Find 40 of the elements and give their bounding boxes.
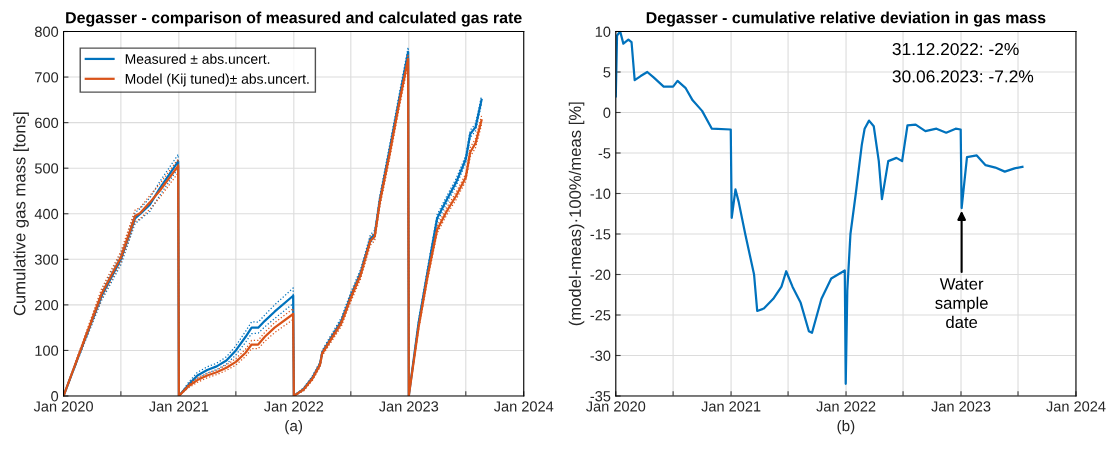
y-axis-title: Cumulative gas mass [tons]: [13, 112, 29, 316]
x-tick-label: Jan 2021: [149, 401, 209, 412]
y-tick-label: -5: [598, 148, 611, 159]
y-tick-label: 400: [34, 208, 59, 220]
legend-label: Model (Kij tuned)± abs.uncert.: [125, 73, 309, 87]
y-tick-label: 300: [34, 254, 59, 265]
annotation: 31.12.2022: -2%: [892, 42, 1019, 56]
x-tick-label: Jan 2024: [1046, 401, 1106, 412]
x-axis-title: (b): [837, 420, 855, 435]
annotation: 30.06.2023: -7.2%: [892, 70, 1034, 83]
y-tick-label: -35: [590, 391, 611, 402]
y-tick-label: -10: [590, 188, 611, 199]
annotation: Water sample date: [935, 278, 988, 329]
x-tick-label: Jan 2024: [493, 401, 554, 412]
y-tick-label: 100: [35, 345, 59, 356]
y-tick-label: 0: [603, 107, 611, 118]
x-tick-label: Jan 2020: [33, 401, 93, 412]
chart-title: Degasser - cumulative relative deviation in gas mass: [646, 11, 1046, 27]
x-tick-label: Jan 2022: [816, 401, 876, 412]
y-tick-label: 500: [34, 163, 59, 174]
y-tick-label: -20: [590, 269, 611, 280]
y-tick-label: 5: [603, 67, 611, 78]
chart-title: Degasser - comparison of measured and calculated gas rate: [66, 11, 522, 27]
y-tick-label: 800: [35, 26, 59, 37]
y-tick-label: 600: [35, 117, 59, 129]
y-tick-label: 200: [35, 299, 59, 311]
legend-label: Measured ± abs.uncert.: [125, 53, 270, 64]
y-tick-label: -30: [590, 350, 611, 361]
x-tick-label: Jan 2020: [586, 401, 646, 412]
y-tick-label: 10: [595, 26, 611, 37]
y-axis-title: (model-meas)·100%/meas [%]: [568, 102, 585, 326]
x-tick-label: Jan 2022: [264, 401, 324, 412]
x-tick-label: Jan 2021: [701, 401, 761, 412]
y-tick-label: -15: [590, 229, 611, 240]
y-tick-label: -25: [590, 310, 611, 321]
x-tick-label: Jan 2023: [379, 401, 439, 412]
y-tick-label: 700: [35, 72, 59, 83]
x-tick-label: Jan 2023: [931, 401, 991, 412]
x-axis-title: (a): [285, 420, 303, 435]
y-tick-label: 0: [51, 391, 59, 402]
